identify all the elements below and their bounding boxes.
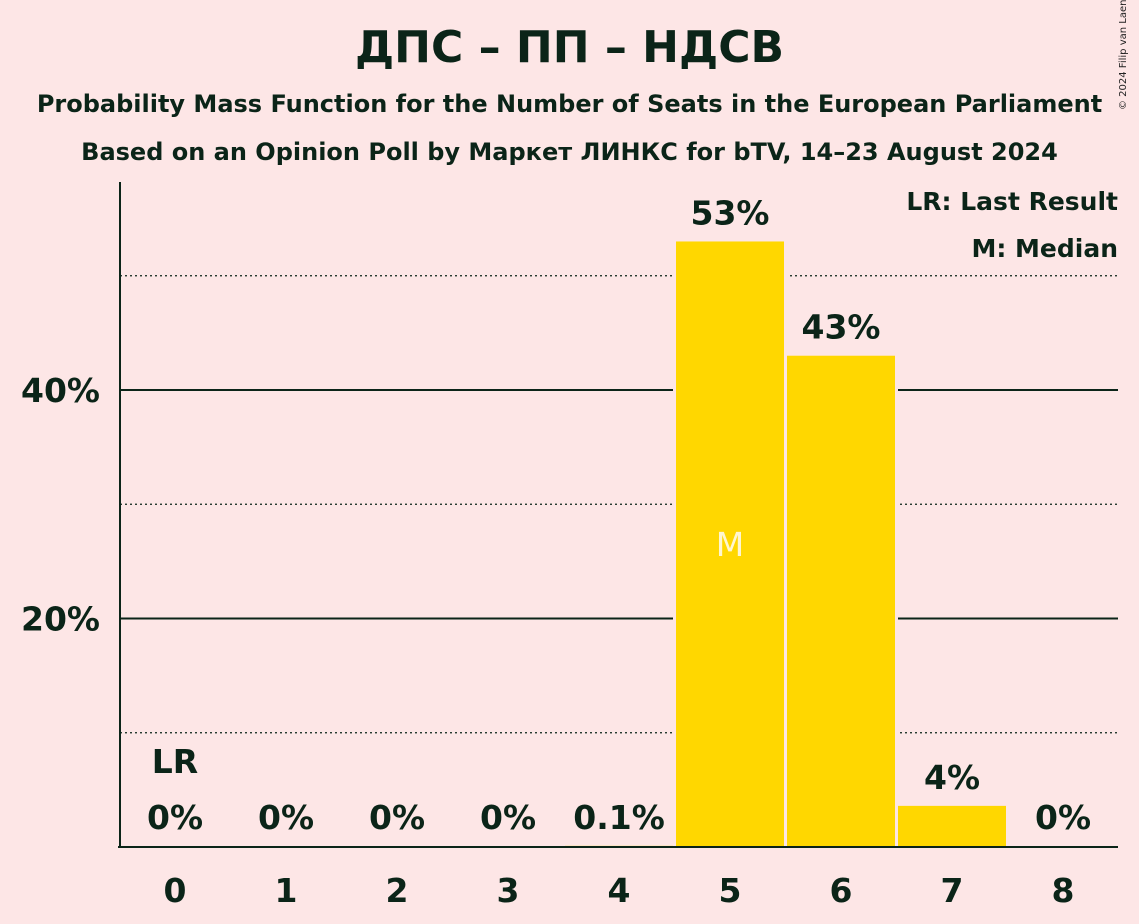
data-label: 0%	[480, 798, 536, 837]
gridlines	[120, 275, 1118, 734]
data-label: 53%	[691, 193, 770, 232]
data-label: 4%	[924, 758, 980, 797]
legend-median: M: Median	[971, 234, 1118, 263]
x-tick-label: 5	[719, 871, 742, 910]
x-tick-label: 6	[830, 871, 853, 910]
last-result-marker: LR	[152, 742, 198, 781]
data-label: 43%	[802, 308, 881, 347]
data-label: 0%	[147, 798, 203, 837]
x-tick-label: 7	[941, 871, 964, 910]
chart-subtitle-source: Based on an Opinion Poll by Маркет ЛИНКС…	[81, 138, 1058, 166]
data-label: 0%	[1035, 798, 1091, 837]
x-tick-label: 0	[164, 871, 187, 910]
bar	[898, 805, 1006, 847]
bar	[787, 355, 895, 847]
x-tick-label: 1	[275, 871, 298, 910]
bar	[676, 241, 784, 848]
bars	[562, 241, 1009, 848]
y-axis: 20% 40%	[21, 182, 121, 847]
x-tick-label: 8	[1052, 871, 1075, 910]
x-axis: 0 1 2 3 4 5 6 7 8	[118, 846, 1118, 910]
legend-last-result: LR: Last Result	[906, 187, 1118, 216]
chart-title: ДПС – ПП – НДСВ	[354, 22, 785, 73]
data-label: 0.1%	[573, 798, 665, 837]
chart-subtitle: Probability Mass Function for the Number…	[36, 90, 1103, 118]
x-tick-label: 2	[386, 871, 409, 910]
data-label: 0%	[258, 798, 314, 837]
data-labels: 0% 0% 0% 0% 0.1% 53% 43% 4% 0% M LR	[147, 193, 1091, 837]
x-tick-label: 3	[497, 871, 520, 910]
x-tick-label: 4	[608, 871, 631, 910]
y-tick-label: 40%	[21, 371, 100, 410]
y-tick-label: 20%	[21, 600, 100, 639]
median-marker: M	[716, 525, 744, 564]
data-label: 0%	[369, 798, 425, 837]
